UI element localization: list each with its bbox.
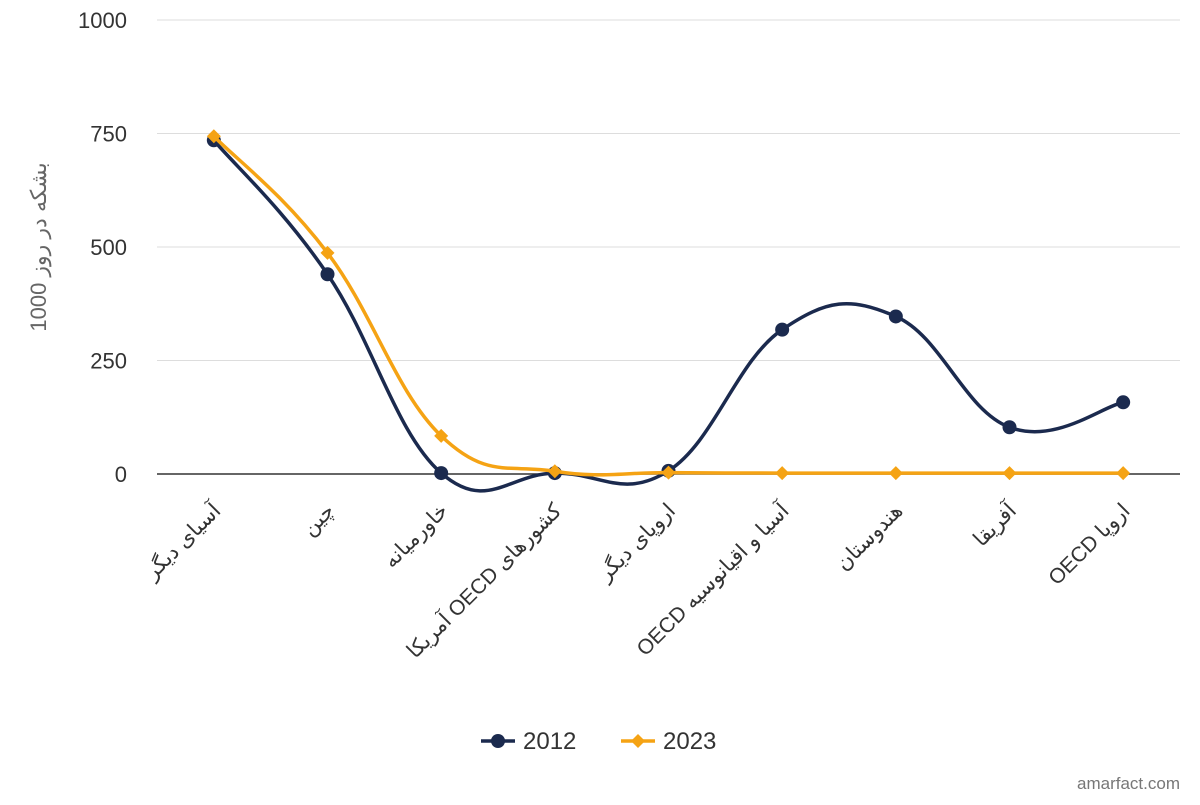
data-point	[775, 466, 790, 481]
x-tick-label: هندوستان	[831, 499, 908, 576]
x-tick-label: OECD اروپا	[1044, 499, 1135, 590]
watermark-text: amarfact.com	[1077, 774, 1180, 793]
data-point	[320, 267, 335, 282]
series-2012	[206, 133, 1131, 493]
data-point	[206, 129, 221, 144]
series-group	[206, 129, 1131, 493]
series-line	[212, 134, 1125, 477]
data-point	[1116, 395, 1131, 410]
data-point	[888, 466, 903, 481]
legend-label: 2012	[523, 728, 576, 755]
data-point	[775, 322, 790, 337]
x-tick-label: چین	[298, 499, 340, 541]
data-point	[1116, 466, 1131, 481]
data-point	[434, 428, 449, 443]
x-tick-label: خاورمیانه	[379, 499, 453, 573]
x-tick-label: اروپای دیگر	[592, 499, 680, 587]
y-axis-title: 1000 بشکه در روز	[26, 162, 52, 331]
data-point	[1002, 420, 1017, 435]
x-tick-label: آفریقا	[967, 496, 1023, 552]
data-point	[661, 465, 676, 480]
data-point	[320, 245, 335, 260]
gridlines	[157, 19, 1180, 475]
data-point	[434, 466, 449, 481]
x-tick-label: آسیای دیگر	[138, 496, 227, 585]
y-tick-label: 0	[115, 462, 127, 487]
series-line	[212, 138, 1125, 493]
legend-label: 2023	[663, 728, 716, 755]
y-axis: 0 250 500 750 1000	[78, 8, 127, 487]
y-tick-label: 750	[90, 122, 127, 147]
y-tick-label: 1000	[78, 8, 127, 33]
legend: 2012 2023	[481, 728, 716, 755]
data-point	[888, 309, 903, 324]
legend-marker	[631, 734, 645, 748]
legend-marker	[491, 734, 505, 748]
data-point	[1002, 466, 1017, 481]
y-tick-label: 500	[90, 235, 127, 260]
data-point	[547, 464, 562, 479]
series-2023	[206, 129, 1131, 481]
y-tick-label: 250	[90, 349, 127, 374]
